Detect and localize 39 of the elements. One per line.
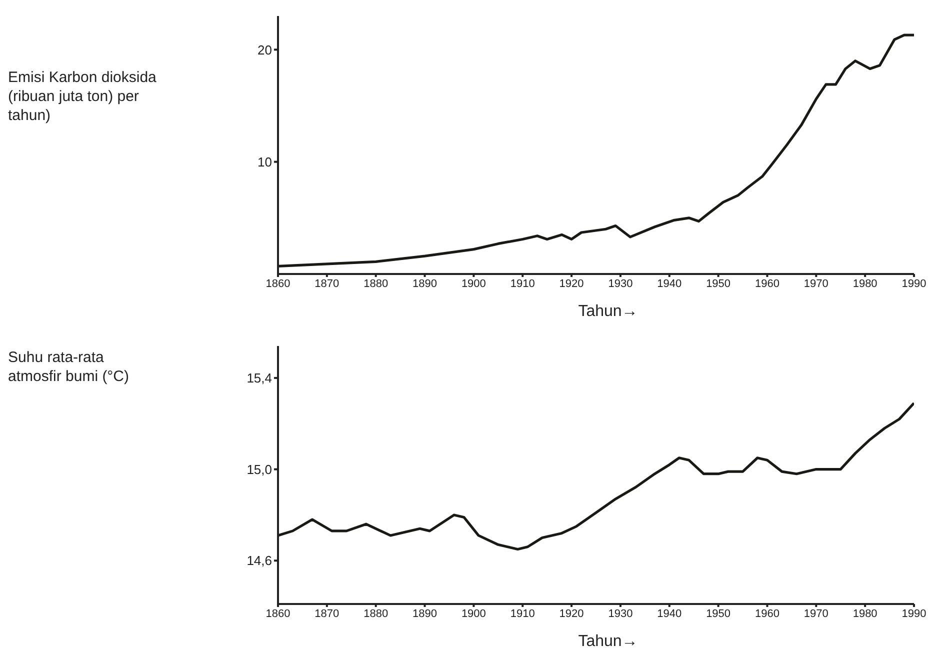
x-tick-label: 1920 xyxy=(559,608,584,620)
x-tick-label: 1880 xyxy=(364,608,388,620)
x-tick-label: 1960 xyxy=(754,278,780,290)
x-tick-label: 1980 xyxy=(852,608,878,620)
x-tick-label: 1900 xyxy=(461,608,486,620)
y-tick-label: 14,6 xyxy=(246,553,272,568)
x-tick-label: 1860 xyxy=(266,608,290,620)
line-series xyxy=(278,402,914,551)
x-tick-label: 1890 xyxy=(412,278,438,290)
x-tick-label: 1870 xyxy=(314,608,340,620)
x-tick-label: 1960 xyxy=(754,608,780,620)
x-axis-title: Tahun→ xyxy=(577,633,639,651)
x-tick-label: 1950 xyxy=(706,608,731,620)
x-tick-label: 1880 xyxy=(364,278,388,290)
x-tick-label: 1940 xyxy=(657,608,682,620)
x-tick-label: 1930 xyxy=(608,608,633,620)
y-tick-label: 15,0 xyxy=(246,462,272,477)
x-tick-label: 1930 xyxy=(608,278,633,290)
y-axis-title: Emisi Karbon dioksida (ribuan juta ton) per tahun) xyxy=(8,68,158,125)
x-tick-label: 1920 xyxy=(559,278,584,290)
line-series xyxy=(278,34,914,268)
x-tick-label: 1980 xyxy=(852,278,878,290)
y-tick-label: 15,4 xyxy=(246,370,272,386)
x-tick-label: 1890 xyxy=(412,608,438,620)
x-tick-label: 1860 xyxy=(266,278,290,290)
x-tick-label: 1950 xyxy=(706,278,731,290)
x-tick-label: 1910 xyxy=(510,608,535,620)
x-tick-label: 1940 xyxy=(657,278,682,290)
y-axis-title: Suhu rata-rata atmosfir bumi (°C) xyxy=(8,348,130,386)
y-tick-label: 20 xyxy=(258,42,272,58)
y-tick-label: 10 xyxy=(258,154,272,170)
x-tick-label: 1910 xyxy=(510,278,535,290)
x-tick-label: 1990 xyxy=(902,608,926,620)
x-tick-label: 1970 xyxy=(804,608,828,620)
x-axis-title: Tahun→ xyxy=(577,303,639,321)
x-tick-label: 1900 xyxy=(461,278,486,290)
x-tick-label: 1990 xyxy=(902,278,926,290)
x-tick-label: 1870 xyxy=(314,278,340,290)
x-tick-label: 1970 xyxy=(804,278,828,290)
